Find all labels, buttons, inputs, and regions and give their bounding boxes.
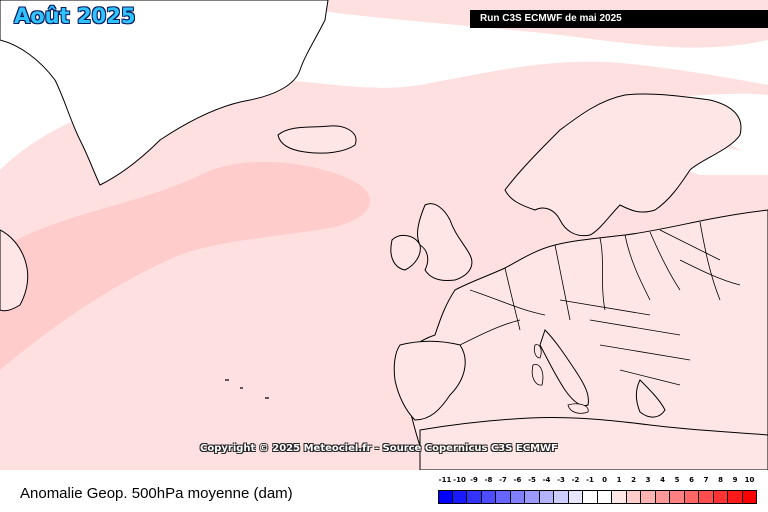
ireland [390,234,421,271]
scale-swatch [481,490,496,504]
copyright-text: Copyright © 2025 Meteociel.fr - Source C… [200,443,558,454]
italy [539,329,589,407]
scale-swatch [510,490,525,504]
map-title: Août 2025 [14,4,136,28]
scale-label: 8 [718,476,723,484]
scale-label: 0 [602,476,607,484]
sicily [567,403,589,414]
scale-label: 9 [732,476,738,484]
scale-swatch [655,490,670,504]
scale-swatch [684,490,699,504]
scale-swatch [699,490,714,504]
scale-swatch [583,490,598,504]
scale-label: 7 [703,476,709,484]
scale-label: -4 [542,476,551,484]
north-africa [419,416,768,470]
run-label: Run C3S ECMWF de mai 2025 [470,10,768,28]
scale-label: -2 [571,476,580,484]
scale-swatch [641,490,656,504]
scale-label: -5 [528,476,536,484]
scale-label: -7 [499,476,507,484]
color-scale-boxes [438,490,757,504]
labrador [0,229,29,312]
scale-swatch [438,490,453,504]
scale-label: -11 [438,476,452,484]
sardinia [531,364,544,386]
scale-label: -10 [453,476,466,484]
scale-swatch [728,490,743,504]
scale-label: 4 [660,476,665,484]
greece [635,379,666,418]
iceland [277,125,357,154]
scale-swatch [670,490,685,504]
scale-label: 5 [674,476,680,484]
scale-swatch [597,490,612,504]
corsica [533,344,542,359]
anomaly-map [0,0,768,470]
scale-label: 2 [631,476,636,484]
scale-swatch [467,490,482,504]
scale-swatch [713,490,728,504]
scale-swatch [626,490,641,504]
scale-label: -8 [484,476,493,484]
scale-swatch [496,490,511,504]
scale-label: -3 [557,476,565,484]
anomaly-zone-medium [0,161,370,370]
scandinavia [504,93,742,237]
scale-label: 10 [744,476,755,484]
scale-swatch [452,490,467,504]
azores-dots [225,379,269,399]
greenland [0,0,329,186]
scale-swatch [742,490,757,504]
scale-swatch [525,490,540,504]
map-subtitle: Anomalie Geop. 500hPa moyenne (dam) [20,485,293,502]
iberia [393,340,466,421]
scale-label: -6 [513,476,522,484]
scale-swatch [554,490,569,504]
country-borders [459,221,741,386]
scale-label: 3 [645,476,651,484]
scale-label: -1 [586,476,594,484]
scale-swatch [568,490,583,504]
scale-label: -9 [470,476,478,484]
scale-label: 6 [689,476,694,484]
scale-label: 1 [616,476,622,484]
scale-swatch [539,490,554,504]
scale-swatch [612,490,627,504]
